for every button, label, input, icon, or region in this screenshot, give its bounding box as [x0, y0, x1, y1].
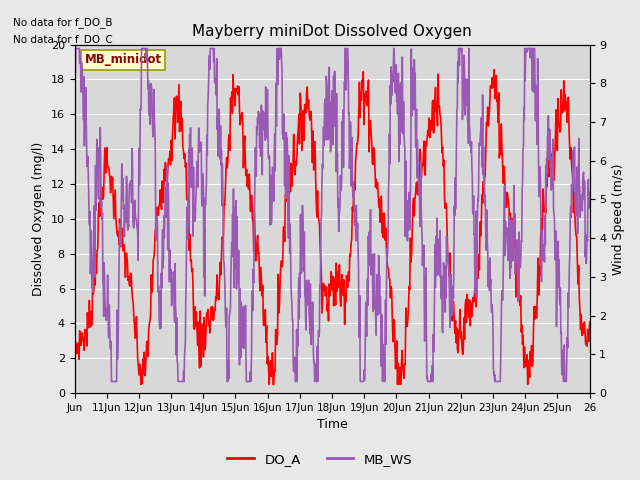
Legend: DO_A, MB_WS: DO_A, MB_WS [222, 447, 418, 471]
Title: Mayberry miniDot Dissolved Oxygen: Mayberry miniDot Dissolved Oxygen [192, 24, 472, 39]
Text: MB_minidot: MB_minidot [85, 53, 162, 66]
Text: No data for f_DO_B: No data for f_DO_B [13, 17, 112, 27]
X-axis label: Time: Time [317, 419, 348, 432]
Text: No data for f_DO_C: No data for f_DO_C [13, 34, 113, 45]
Y-axis label: Dissolved Oxygen (mg/l): Dissolved Oxygen (mg/l) [32, 142, 45, 296]
Y-axis label: Wind Speed (m/s): Wind Speed (m/s) [612, 163, 625, 275]
